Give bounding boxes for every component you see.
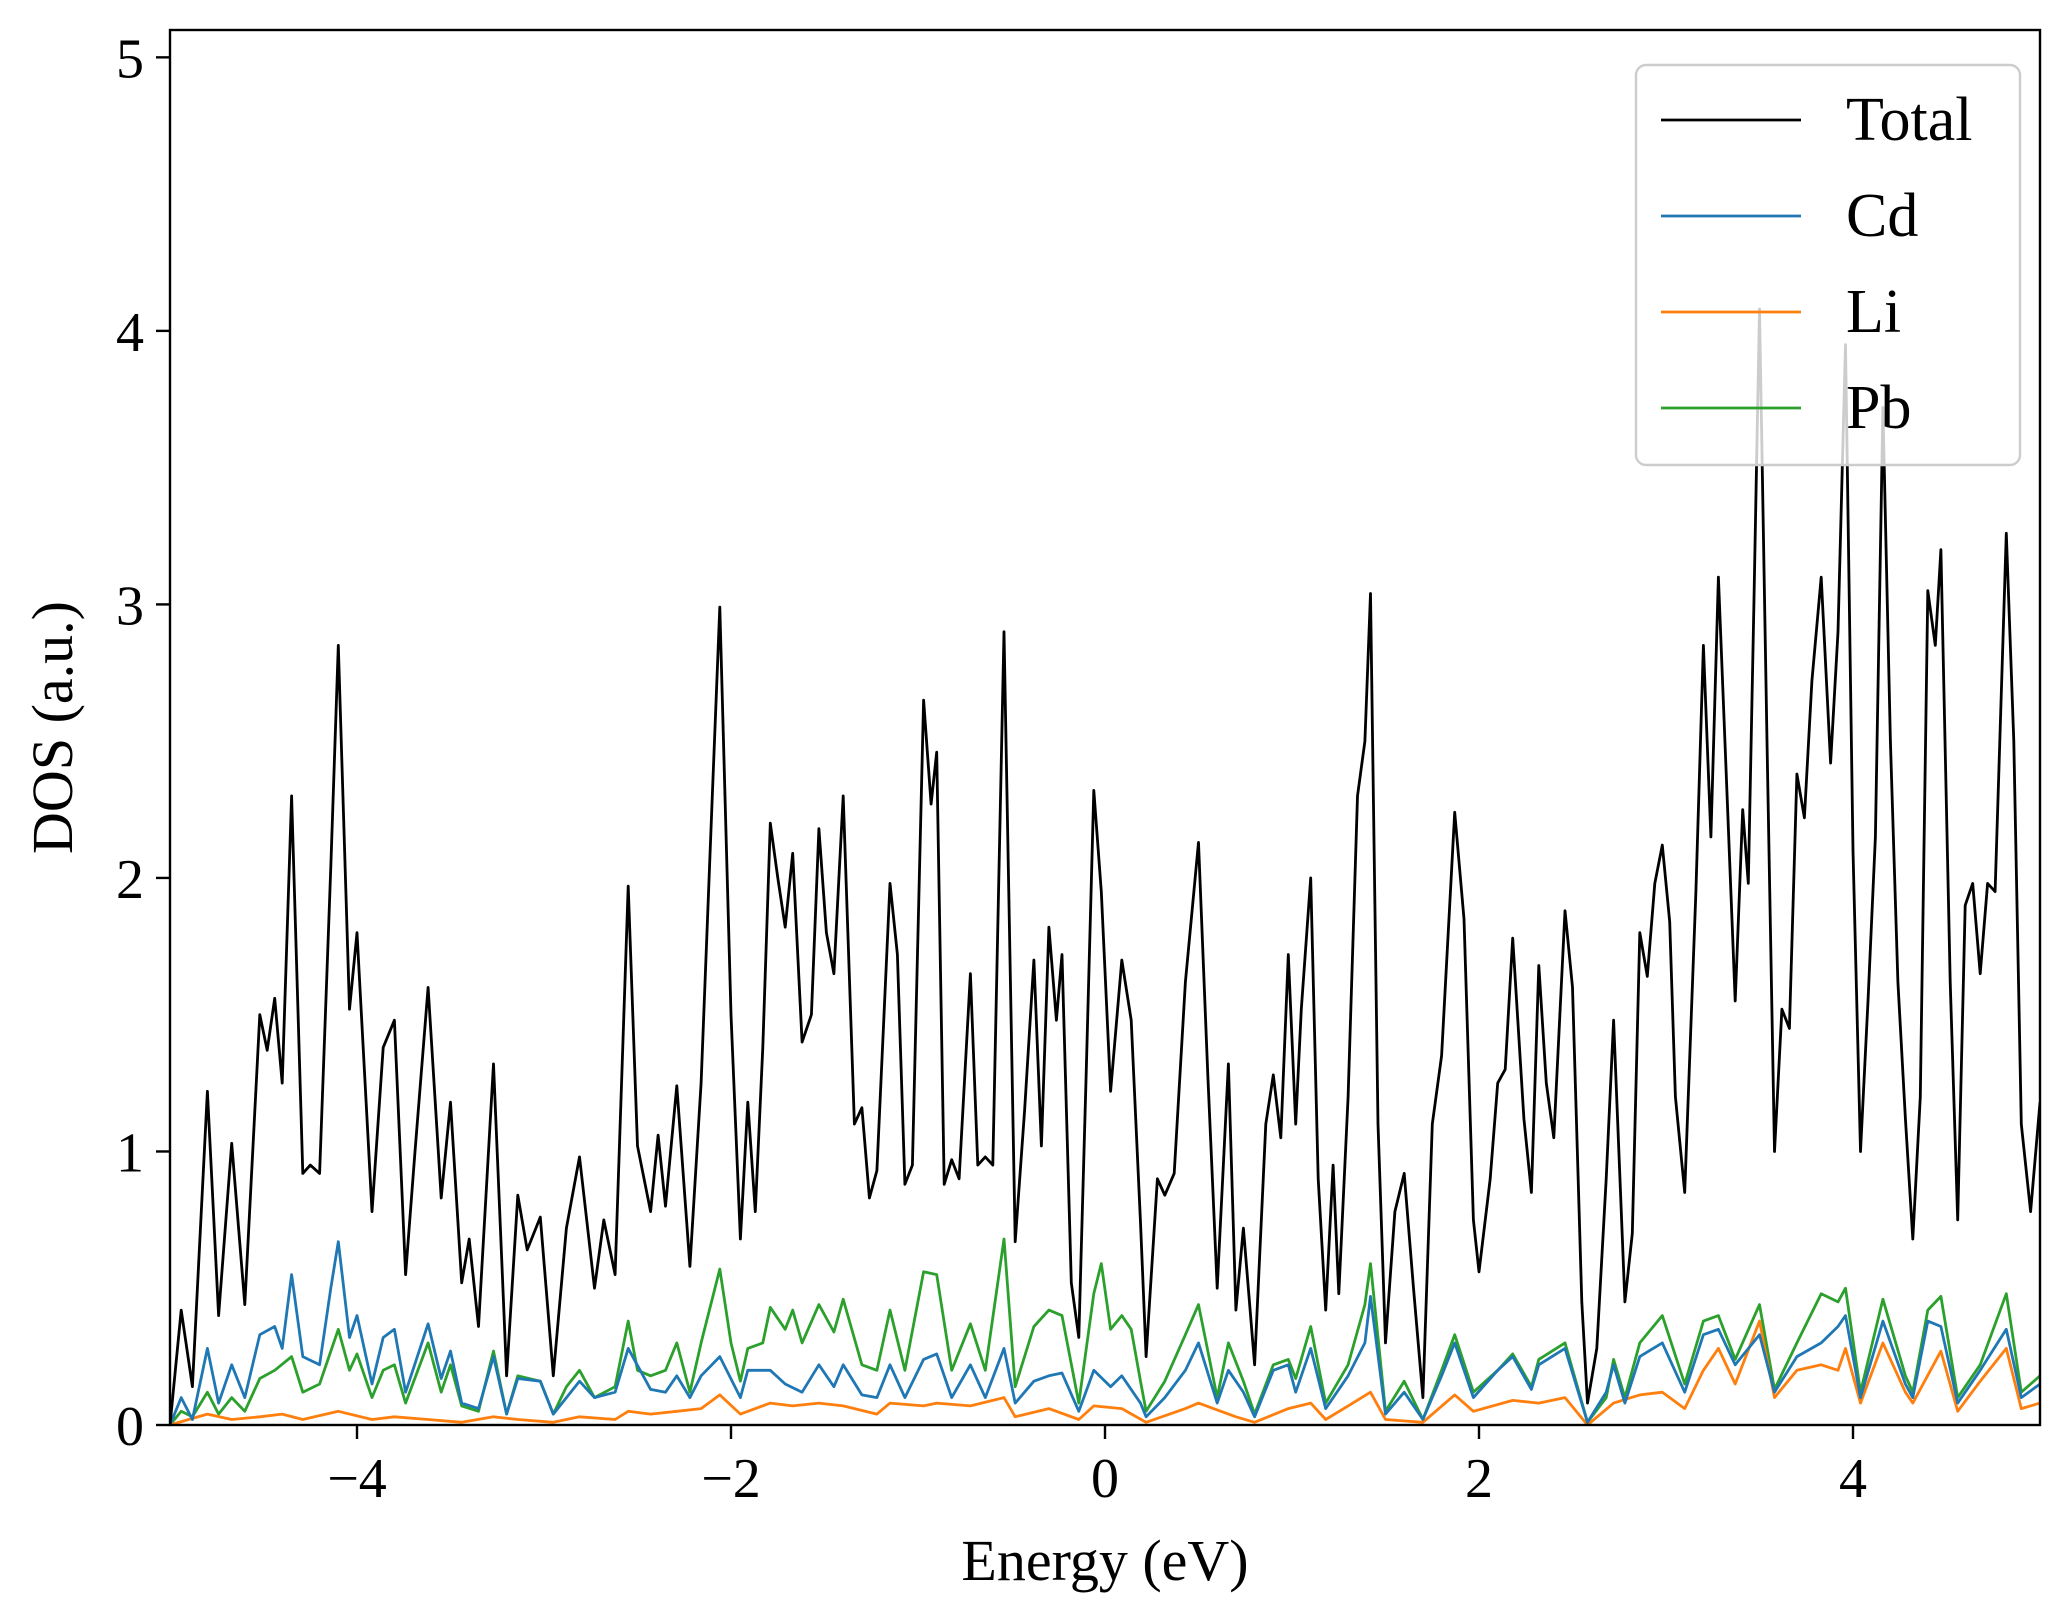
y-tick-label: 4 bbox=[116, 302, 144, 364]
series-line-total bbox=[170, 307, 2040, 1425]
series-line-li bbox=[170, 1319, 2040, 1425]
series-line-cd bbox=[170, 1240, 2040, 1425]
legend-label-cd: Cd bbox=[1846, 182, 1918, 250]
plot-area bbox=[170, 307, 2040, 1425]
y-tick-label: 2 bbox=[116, 849, 144, 911]
x-tick-label: −2 bbox=[701, 1448, 761, 1510]
y-axis-label: DOS (a.u.) bbox=[20, 601, 85, 854]
y-tick-label: 5 bbox=[116, 28, 144, 90]
x-tick-label: 2 bbox=[1465, 1448, 1493, 1510]
x-tick-label: 0 bbox=[1091, 1448, 1119, 1510]
legend-box bbox=[1634, 63, 2022, 467]
y-tick-label: 0 bbox=[116, 1396, 144, 1458]
legend-label-pb: Pb bbox=[1846, 374, 1911, 442]
x-tick-label: 4 bbox=[1839, 1448, 1867, 1510]
legend-label-total: Total bbox=[1846, 86, 1973, 154]
x-tick-label: −4 bbox=[327, 1448, 387, 1510]
y-tick-label: 1 bbox=[116, 1122, 144, 1184]
series-line-pb bbox=[170, 1237, 2040, 1425]
x-axis-label: Energy (eV) bbox=[961, 1528, 1248, 1593]
legend-label-li: Li bbox=[1846, 278, 1901, 346]
legend: Total Cd Li Pb bbox=[1634, 63, 2022, 467]
y-tick-label: 3 bbox=[116, 575, 144, 637]
axes: −4 −2 0 2 4 0 1 2 3 4 5 Energy (eV) DOS (a.u.) bbox=[20, 28, 2042, 1593]
